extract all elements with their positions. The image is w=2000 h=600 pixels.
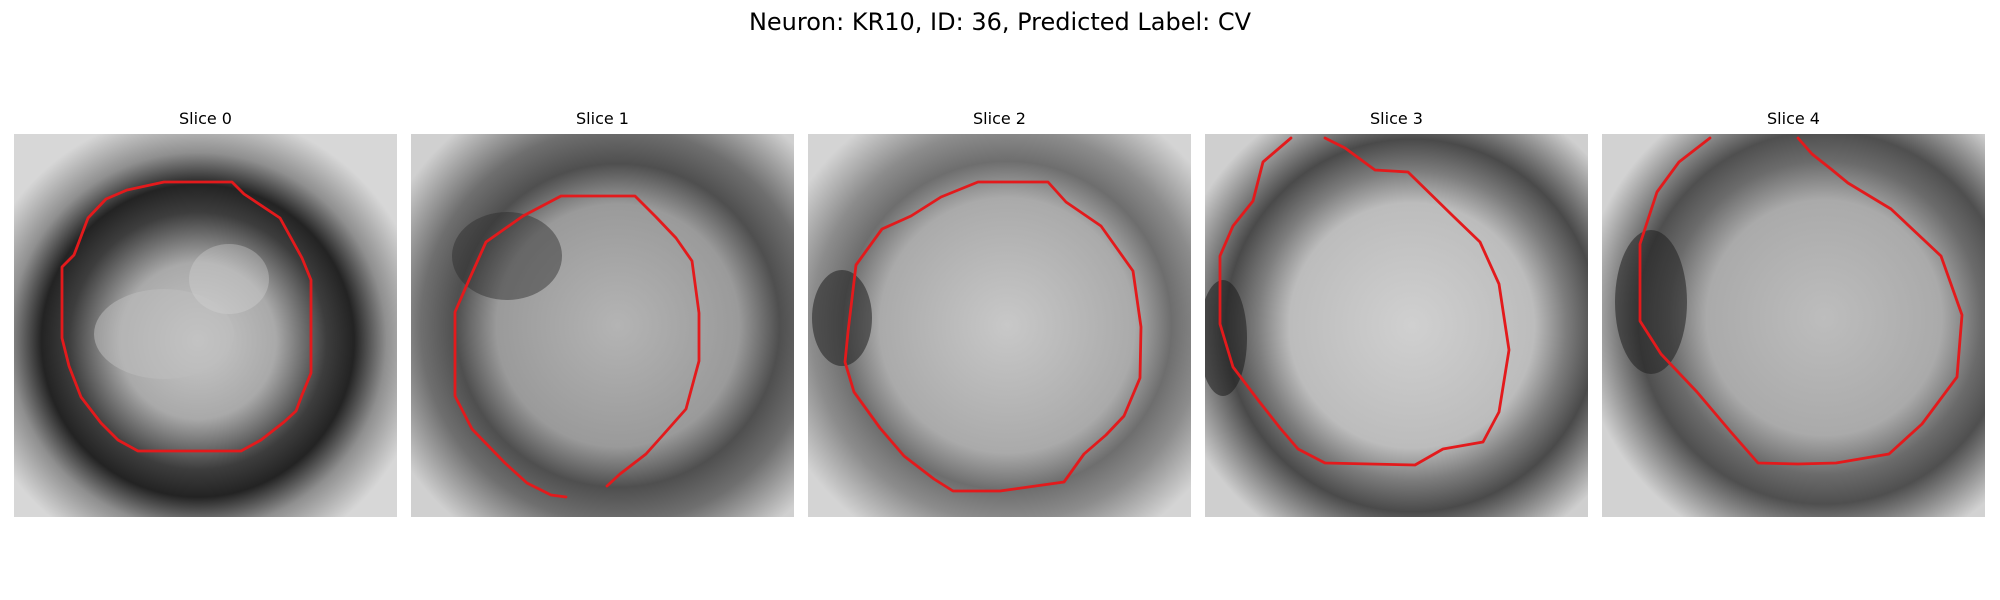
slice-feature-2	[812, 270, 872, 366]
slice-image-4	[1602, 134, 1985, 517]
slice-svg-3	[1205, 134, 1588, 517]
figure-title: Neuron: KR10, ID: 36, Predicted Label: C…	[748, 8, 1252, 36]
slice-svg-4	[1602, 134, 1985, 517]
slice-background-3	[1205, 134, 1588, 517]
slice-panel-2: Slice 2	[808, 108, 1191, 518]
slice-title-2: Slice 2	[973, 109, 1026, 128]
slice-contour-1-right	[521, 194, 701, 488]
slice-panel-0: Slice 0	[14, 108, 397, 518]
slice-title-0: Slice 0	[179, 109, 232, 128]
slice-title-3: Slice 3	[1370, 109, 1423, 128]
slice-svg-0	[14, 134, 397, 517]
slice-image-3	[1205, 134, 1588, 517]
slice-feature-0b	[189, 244, 269, 314]
slice-contour-3	[1218, 136, 1511, 467]
slice-background-2	[808, 134, 1191, 517]
slice-panel-3: Slice 3	[1205, 108, 1588, 518]
slice-feature-4	[1615, 230, 1687, 374]
slice-title-1: Slice 1	[576, 109, 629, 128]
slice-svg-1	[411, 134, 794, 517]
slice-contour-0	[60, 180, 313, 453]
slice-title-4: Slice 4	[1767, 109, 1820, 128]
slice-image-1	[411, 134, 794, 517]
slice-image-2	[808, 134, 1191, 517]
slice-feature-3	[1205, 280, 1247, 396]
slice-image-0	[14, 134, 397, 517]
slice-contour-4	[1638, 136, 1964, 466]
slice-panel-1: Slice 1	[411, 108, 794, 518]
slice-background-1	[411, 134, 794, 517]
slice-contour-2	[843, 180, 1143, 493]
slice-panel-4: Slice 4	[1602, 108, 1985, 518]
slice-contour-1-left	[453, 214, 568, 499]
slice-feature-0	[94, 289, 234, 379]
slice-feature-1	[452, 212, 562, 300]
slice-svg-2	[808, 134, 1191, 517]
